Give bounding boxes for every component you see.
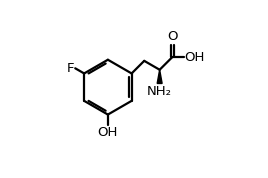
Text: O: O	[167, 30, 177, 43]
Text: OH: OH	[185, 51, 205, 64]
Text: OH: OH	[98, 126, 118, 139]
Text: F: F	[67, 62, 75, 75]
Polygon shape	[157, 70, 162, 83]
Text: NH₂: NH₂	[147, 85, 172, 98]
